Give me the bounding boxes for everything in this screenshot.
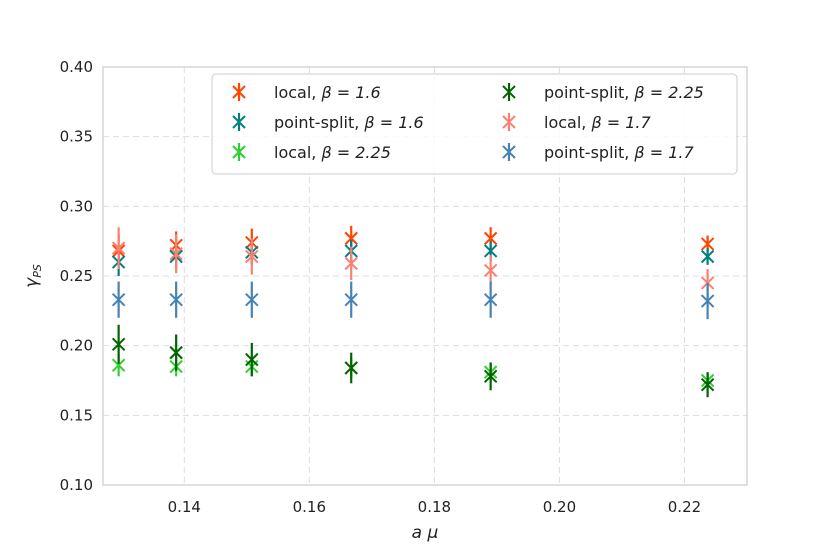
legend-item: point-split, β = 1.7 — [502, 143, 694, 162]
series-local-2-25 — [111, 354, 715, 388]
data-point — [169, 281, 183, 318]
x-tick-label: 0.16 — [293, 498, 326, 516]
legend-label: local, β = 1.7 — [544, 113, 652, 132]
y-tick-label: 0.40 — [60, 58, 93, 76]
marker-stroke — [169, 292, 183, 307]
x-tick-label: 0.14 — [168, 498, 201, 516]
data-point — [483, 255, 498, 286]
y-axis-label: γPS — [22, 264, 44, 288]
y-tick-label: 0.10 — [60, 476, 93, 494]
marker-stroke — [245, 249, 259, 264]
y-tick-label: 0.35 — [60, 128, 93, 146]
y-tick-label: 0.20 — [60, 337, 93, 355]
legend-label: point-split, β = 1.7 — [544, 143, 694, 162]
series-point-split-2-25 — [111, 324, 715, 398]
marker-stroke — [232, 145, 246, 159]
data-point — [344, 281, 358, 318]
data-point — [111, 324, 126, 364]
legend-label: point-split, β = 2.25 — [544, 83, 704, 102]
data-point — [169, 234, 183, 274]
x-tick-label: 0.18 — [418, 498, 451, 516]
marker-stroke — [502, 85, 516, 99]
marker-stroke — [245, 352, 259, 367]
data-point — [245, 342, 259, 377]
marker-stroke — [700, 237, 715, 251]
data-point — [700, 248, 715, 265]
data-point — [111, 227, 126, 270]
marker-stroke — [111, 358, 126, 372]
data-point — [344, 246, 358, 281]
data-point — [245, 238, 259, 275]
legend-item: local, β = 1.6 — [232, 83, 381, 102]
legend-label: point-split, β = 1.6 — [274, 113, 424, 132]
marker-stroke — [700, 294, 715, 308]
marker-stroke — [344, 256, 358, 271]
legend-item: point-split, β = 2.25 — [502, 83, 704, 102]
marker-stroke — [483, 244, 498, 258]
legend-item: point-split, β = 1.6 — [232, 113, 424, 132]
legend-box — [211, 73, 738, 175]
series-local-1-7 — [111, 227, 715, 297]
marker-stroke — [344, 361, 358, 375]
y-tick-label: 0.25 — [60, 267, 93, 285]
marker-stroke — [169, 246, 183, 261]
legend-label: local, β = 1.6 — [274, 83, 381, 102]
marker-stroke — [344, 231, 358, 246]
data-point — [483, 281, 498, 318]
data-point — [344, 352, 358, 384]
data-point — [483, 362, 498, 391]
series-point-split-1-7 — [111, 281, 715, 320]
series-point-split-1-6 — [111, 239, 715, 276]
marker-stroke — [483, 263, 498, 278]
data-point — [245, 281, 259, 318]
marker-stroke — [483, 231, 498, 246]
data-point — [111, 281, 126, 318]
marker-stroke — [232, 115, 246, 129]
legend-label: local, β = 2.25 — [274, 143, 391, 162]
marker-stroke — [245, 292, 259, 307]
marker-stroke — [111, 337, 126, 351]
marker-stroke — [111, 241, 126, 255]
marker-stroke — [232, 85, 246, 99]
legend: local, β = 1.6 point-split, β = 1.6 local,… — [211, 73, 738, 175]
marker-stroke — [700, 377, 715, 392]
x-axis-label: a μ — [412, 523, 439, 543]
legend-item: local, β = 2.25 — [232, 143, 391, 162]
marker-stroke — [502, 145, 516, 159]
plot-frame — [102, 66, 748, 486]
y-tick-label: 0.15 — [60, 406, 93, 424]
marker-stroke — [483, 369, 498, 384]
data-point — [700, 282, 715, 320]
marker-stroke — [344, 292, 358, 307]
series-local-1-6 — [111, 225, 715, 268]
marker-stroke — [483, 292, 498, 307]
legend-item: local, β = 1.7 — [502, 113, 652, 132]
data-point — [169, 334, 183, 371]
data-point — [700, 372, 715, 398]
marker-stroke — [111, 292, 126, 307]
marker-stroke — [169, 345, 183, 360]
marker-stroke — [502, 115, 516, 129]
y-tick-label: 0.30 — [60, 197, 93, 215]
x-tick-label: 0.20 — [543, 498, 576, 516]
x-tick-label: 0.22 — [668, 498, 701, 516]
marker-stroke — [700, 249, 715, 264]
